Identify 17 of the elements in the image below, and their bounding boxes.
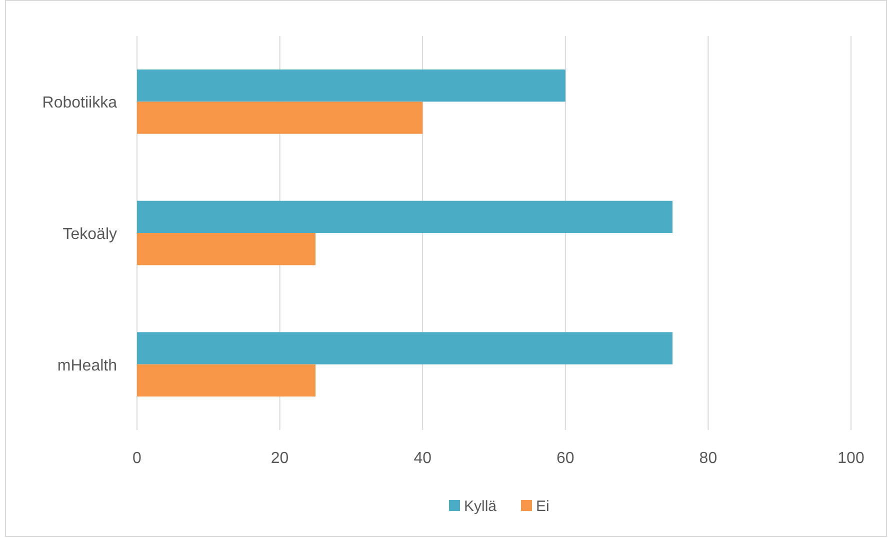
x-tick-label: 0 — [132, 450, 142, 467]
bar — [137, 364, 316, 397]
x-tick-label: 20 — [270, 450, 289, 467]
bar — [137, 102, 423, 134]
legend-label: Kyllä — [464, 498, 498, 515]
y-tick-label: Tekoäly — [62, 226, 117, 243]
x-tick-label: 60 — [556, 450, 574, 467]
x-tick-label: 100 — [838, 450, 864, 467]
y-tick-label: Robotiikka — [42, 94, 118, 112]
x-tick-label: 40 — [414, 450, 432, 467]
bar — [137, 69, 566, 102]
bar — [137, 200, 672, 233]
y-tick-label: mHealth — [57, 357, 117, 374]
bar — [137, 233, 316, 266]
x-tick-label: 80 — [699, 450, 718, 467]
legend-label: Ei — [536, 498, 550, 515]
bar — [137, 332, 672, 364]
